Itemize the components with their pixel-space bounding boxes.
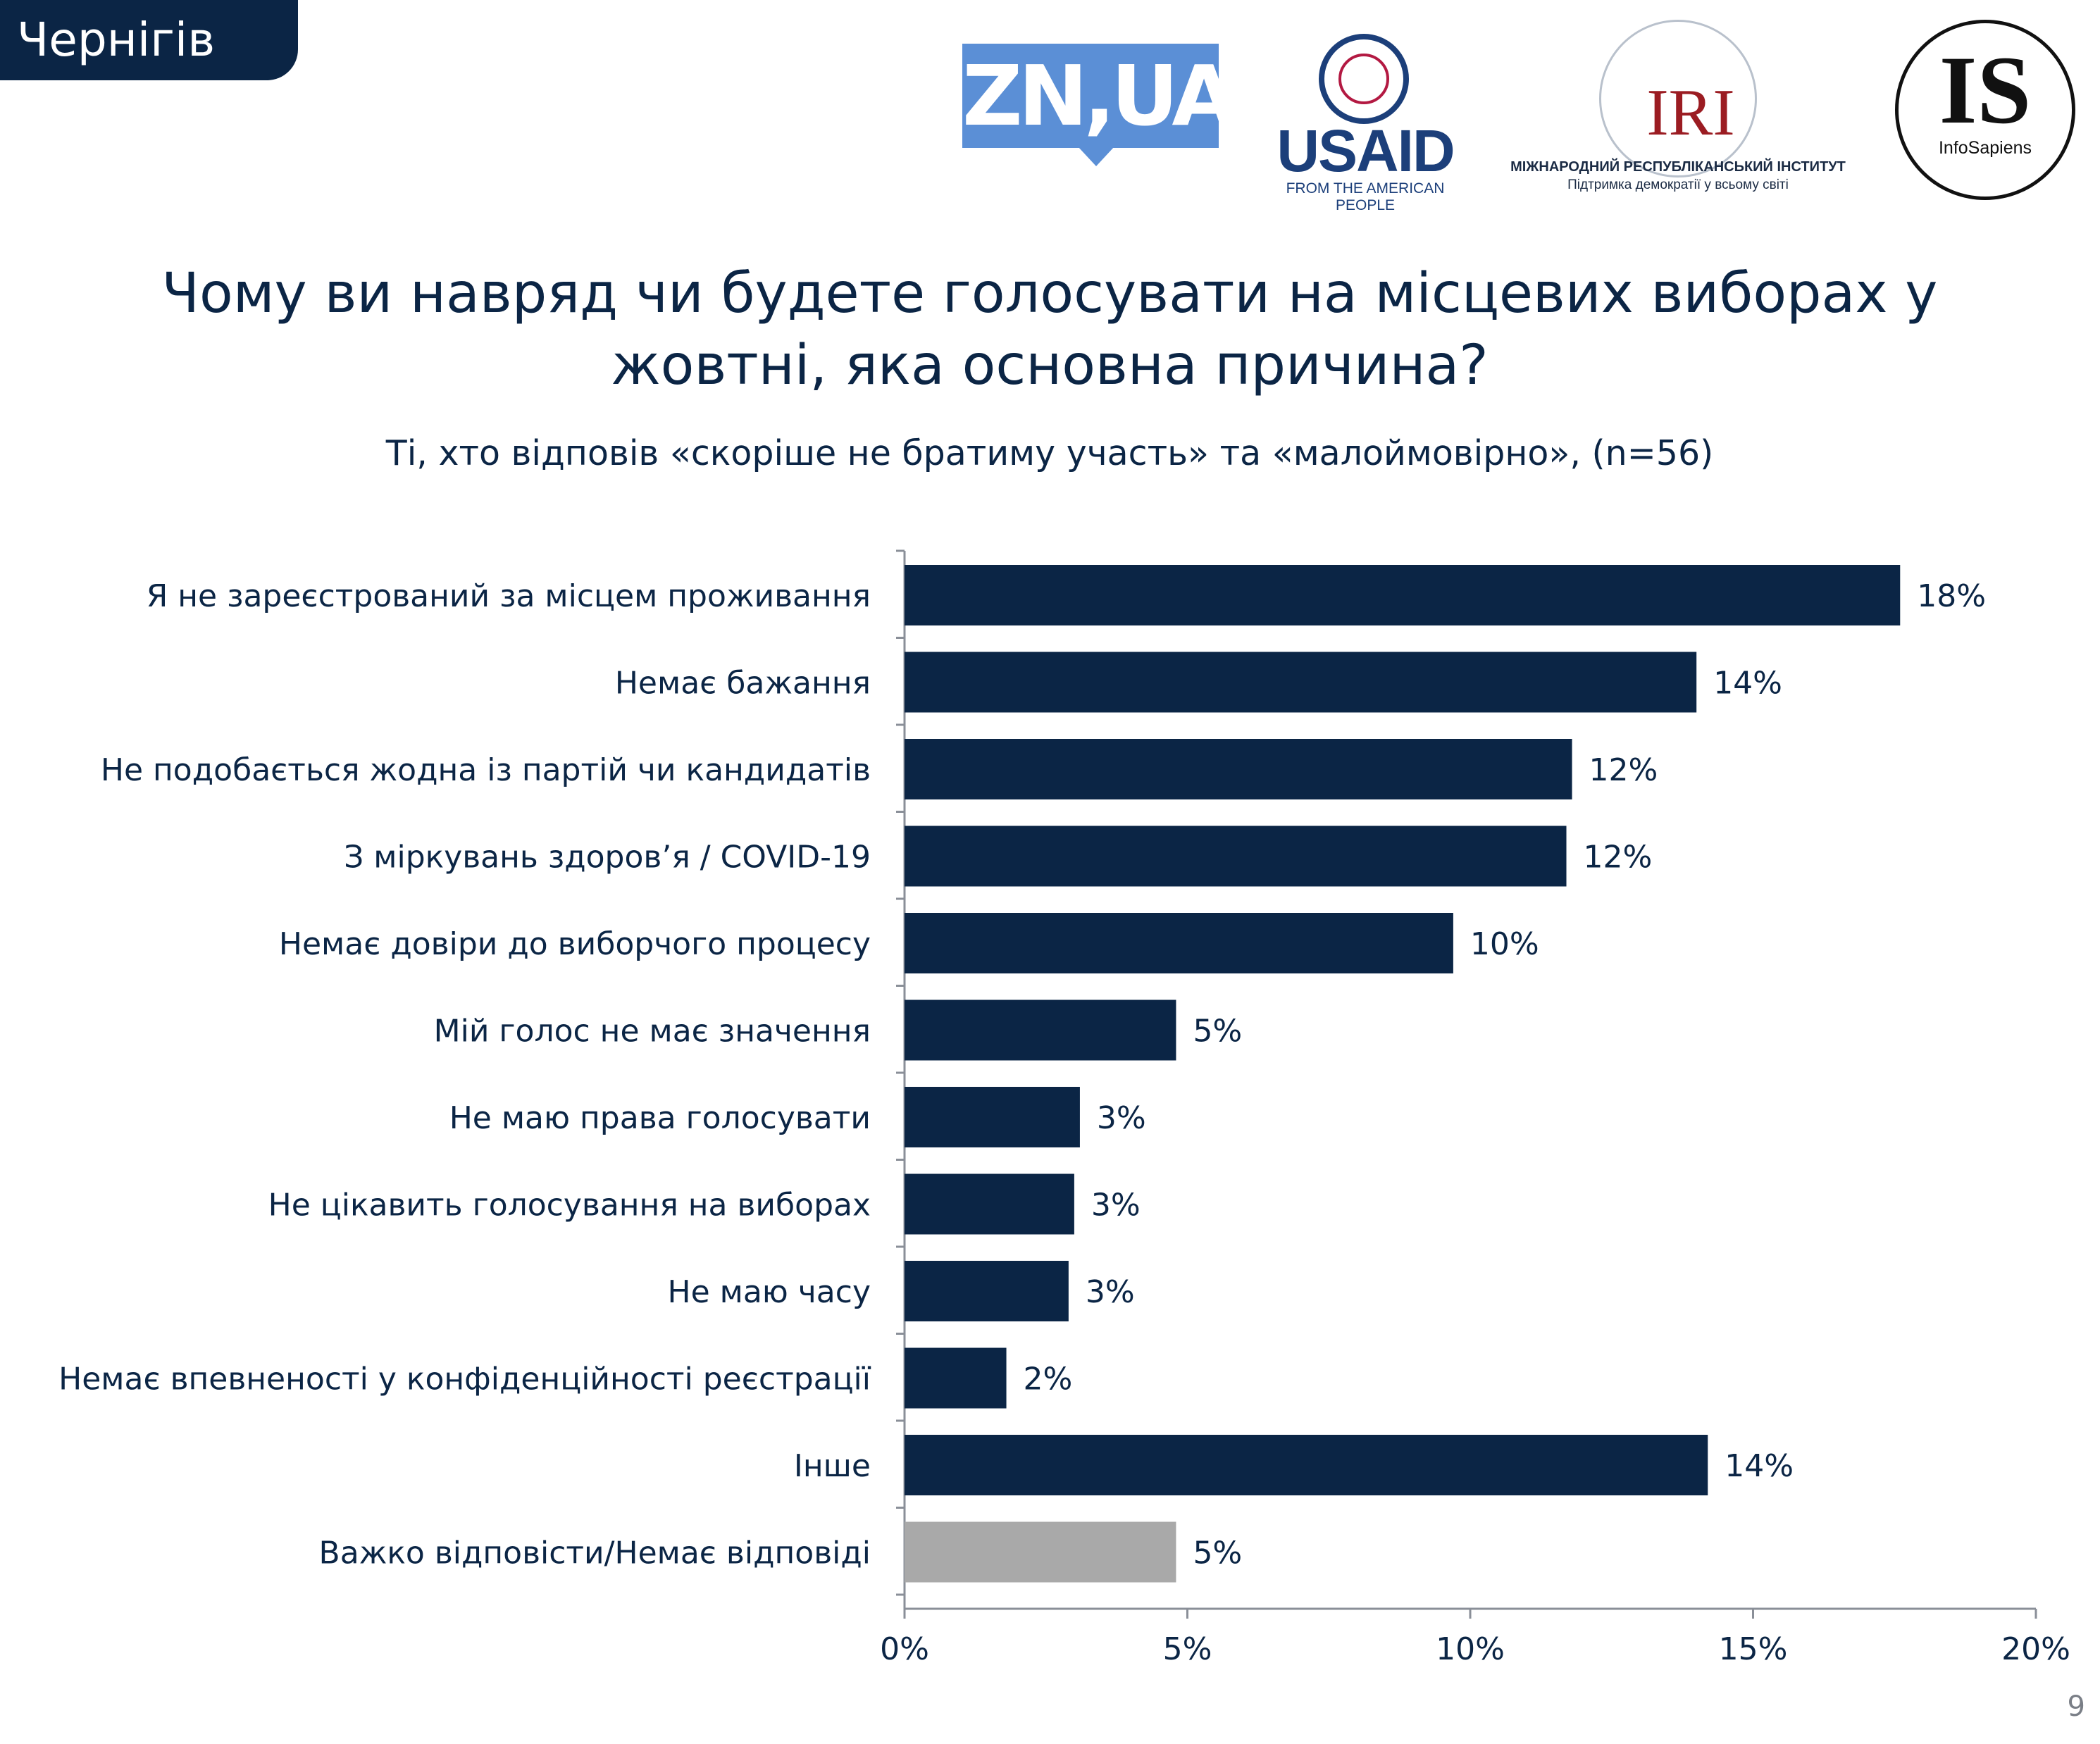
chart-title: Чому ви навряд чи будете голосувати на м… — [85, 258, 2015, 401]
bar — [905, 652, 1697, 713]
page-number: 9 — [2067, 1690, 2085, 1723]
value-label: 14% — [1725, 1448, 1794, 1484]
x-tick-label: 0% — [880, 1631, 929, 1667]
bar — [905, 999, 1176, 1061]
value-label: 3% — [1086, 1274, 1135, 1310]
value-label: 12% — [1589, 752, 1658, 788]
zn-ua-logo-tail — [1078, 147, 1114, 166]
value-label: 3% — [1091, 1188, 1141, 1223]
category-label: Не маю права голосувати — [449, 1100, 871, 1136]
chart-title-line2: жовтні, яка основна причина? — [611, 334, 1489, 397]
bar — [905, 1435, 1708, 1495]
zn-ua-logo-text: ZN,UA — [962, 47, 1236, 144]
bar — [905, 1347, 1007, 1409]
chart-subtitle: Ті, хто відповів «скоріше не братиму уча… — [385, 433, 1714, 473]
category-label: Немає впевненості у конфіденційності реє… — [58, 1362, 871, 1397]
infosapiens-logo: IS — [1939, 36, 2032, 144]
usaid-seal-icon — [1319, 34, 1409, 124]
x-tick-label: 10% — [1436, 1631, 1505, 1667]
bar-chart: Я не зареєстрований за місцем проживання… — [58, 549, 2070, 1667]
value-label: 2% — [1024, 1362, 1073, 1397]
category-label: Я не зареєстрований за місцем проживання — [147, 578, 871, 614]
bar — [905, 913, 1453, 973]
value-label: 10% — [1470, 926, 1539, 962]
bar — [905, 826, 1567, 887]
category-label: Мій голос не має значення — [434, 1014, 871, 1049]
city-tab: Чернігів — [0, 0, 298, 80]
value-label: 5% — [1193, 1536, 1242, 1571]
bar — [905, 1521, 1176, 1583]
x-tick-label: 5% — [1163, 1631, 1212, 1667]
category-label: Не цікавить голосування на виборах — [268, 1188, 871, 1223]
value-label: 12% — [1584, 840, 1653, 876]
usaid-logo: USAID — [1261, 121, 1470, 180]
value-label: 5% — [1193, 1014, 1242, 1049]
x-tick-label: 15% — [1719, 1631, 1788, 1667]
category-label: З міркувань здоров’я / COVID-19 — [344, 840, 871, 876]
category-label: Не подобається жодна із партій чи кандид… — [101, 752, 871, 788]
infosapiens-circle-icon — [1895, 20, 2075, 200]
category-label: Інше — [794, 1448, 871, 1484]
category-label: Важко відповісти/Немає відповіді — [319, 1536, 871, 1571]
chart-title-line1: Чому ви навряд чи будете голосувати на м… — [161, 262, 1938, 325]
category-label: Немає довіри до виборчого процесу — [279, 926, 871, 962]
iri-globe-icon — [1599, 20, 1757, 177]
usaid-seal-inner — [1338, 54, 1389, 104]
category-label: Не маю часу — [667, 1274, 871, 1310]
iri-logo: IRI — [1646, 76, 1735, 149]
zn-ua-logo: ZN,UA — [962, 44, 1236, 148]
value-label: 14% — [1713, 666, 1782, 702]
bar — [905, 739, 1572, 799]
bar — [905, 1087, 1080, 1147]
value-label: 3% — [1097, 1100, 1146, 1136]
bar — [905, 1261, 1069, 1321]
city-label: Чернігів — [17, 13, 216, 67]
category-label: Немає бажання — [615, 666, 871, 702]
value-label: 18% — [1917, 578, 1986, 614]
bar — [905, 565, 1901, 625]
iri-name: МІЖНАРОДНИЙ РЕСПУБЛІКАНСЬКИЙ ІНСТИТУТ — [1510, 159, 1846, 175]
iri-tagline: Підтримка демократії у всьому світі — [1567, 177, 1789, 192]
usaid-logo-text: USAID — [1276, 118, 1455, 184]
infosapiens-name: InfoSapiens — [1938, 138, 2032, 158]
x-tick-label: 20% — [2001, 1631, 2070, 1667]
usaid-tagline: FROM THE AMERICAN PEOPLE — [1286, 180, 1445, 213]
bar — [905, 1173, 1074, 1235]
